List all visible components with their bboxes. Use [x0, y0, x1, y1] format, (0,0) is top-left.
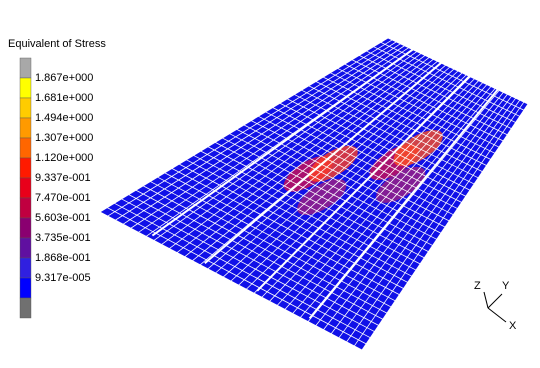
legend-swatch: [20, 178, 31, 198]
legend-swatch: [20, 118, 31, 138]
legend-label: 1.681e+000: [35, 92, 93, 104]
viewport: Equivalent of Stress 1.867e+000 1.681e+00…: [0, 0, 540, 363]
legend-swatch: [20, 218, 31, 238]
legend-swatch: [20, 58, 31, 78]
legend-swatch: [20, 158, 31, 178]
legend-label: 1.867e+000: [35, 72, 93, 84]
legend-swatch: [20, 238, 31, 258]
legend-label: 9.317e-005: [35, 272, 91, 284]
legend-swatch: [20, 298, 31, 318]
legend-label: 3.735e-001: [35, 232, 91, 244]
x-label: X: [509, 320, 517, 332]
z-label: Z: [474, 280, 481, 292]
legend-swatch: [20, 258, 31, 278]
legend-label: 7.470e-001: [35, 192, 91, 204]
page: Equivalent of Stress 1.867e+000 1.681e+00…: [0, 0, 540, 368]
legend-swatch: [20, 138, 31, 158]
legend-label: 1.120e+000: [35, 152, 93, 164]
legend-label: 1.494e+000: [35, 112, 93, 124]
legend-title: Equivalent of Stress: [8, 38, 106, 50]
legend-label: 1.868e-001: [35, 252, 91, 264]
legend-swatch: [20, 278, 31, 298]
y-label: Y: [502, 280, 510, 292]
legend-swatch: [20, 78, 31, 98]
legend-label: 5.603e-001: [35, 212, 91, 224]
legend-swatch: [20, 98, 31, 118]
legend-label: 1.307e+000: [35, 132, 93, 144]
legend-label: 9.337e-001: [35, 172, 91, 184]
legend-swatch: [20, 198, 31, 218]
